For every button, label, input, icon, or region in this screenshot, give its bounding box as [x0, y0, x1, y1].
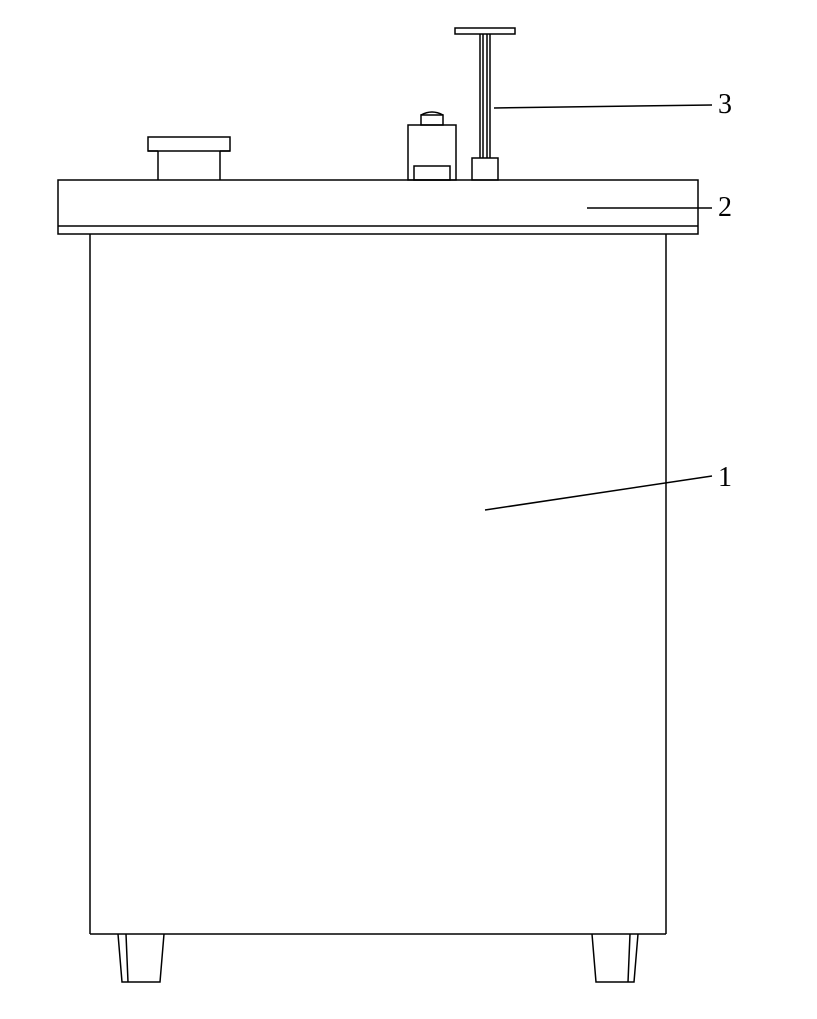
label-2: 2 [718, 192, 732, 224]
diagram-svg [0, 0, 817, 1014]
technical-diagram: 1 2 3 [0, 0, 817, 1014]
label-1: 1 [718, 462, 732, 494]
label-3: 3 [718, 89, 732, 121]
